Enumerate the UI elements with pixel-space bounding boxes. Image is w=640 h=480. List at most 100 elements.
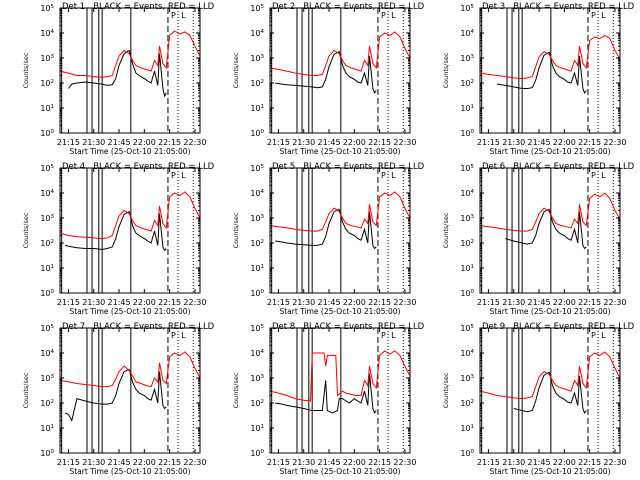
y-tick-label: 100 [460,289,474,298]
plot-frame [59,327,201,454]
x-tick-label: 22:15 [158,298,181,307]
y-tick-base: 10 [250,449,260,458]
y-tick-label: 100 [40,129,54,138]
y-tick-label: 103 [250,54,264,63]
y-tick-base: 10 [460,264,470,273]
y-tick-exponent: 1 [471,264,475,270]
y-tick-exponent: 4 [261,349,265,355]
panel-title: Det 8 BLACK = Events, RED = LLD [272,322,425,332]
plot-frame [269,167,411,294]
y-tick-label: 101 [460,424,474,433]
y-tick-base: 10 [40,239,50,248]
x-tick-label: 22:15 [158,138,181,147]
annotation-l: L [181,171,186,180]
y-tick-base: 10 [40,349,50,358]
x-tick-label: 21:30 [502,298,525,307]
y-tick-base: 10 [460,324,470,333]
panel-title: Det 1 BLACK = Events, RED = LLD [62,2,215,12]
detector-panel-1: 21:15 21:30 21:45 22:00 22:15 22:301001011021… [22,2,215,156]
y-tick-label: 105 [250,4,264,13]
y-tick-label: 102 [250,239,264,248]
y-tick-label: 100 [250,289,264,298]
y-tick-exponent: 4 [471,189,475,195]
y-tick-label: 102 [460,79,474,88]
y-tick-exponent: 3 [471,54,475,60]
y-tick-label: 100 [460,449,474,458]
y-tick-base: 10 [460,189,470,198]
y-tick-exponent: 2 [471,239,475,245]
x-axis-label: Start Time (25-Oct-10 21:05:00) [489,307,610,316]
x-tick-label: 21:30 [502,138,525,147]
legend-text: BLACK = Events, RED = LLD [303,322,424,332]
y-tick-base: 10 [460,424,470,433]
plot-frame [479,7,621,134]
y-tick-label: 103 [40,374,54,383]
plot-area [480,168,620,293]
y-tick-label: 102 [40,399,54,408]
y-tick-exponent: 0 [261,129,265,135]
x-tick-label: 21:15 [267,138,290,147]
x-tick-label: 21:45 [108,298,131,307]
y-tick-base: 10 [460,289,470,298]
series-events-line [496,51,587,94]
detector-name: Det 2 [272,2,295,12]
x-tick-label: 22:15 [368,458,391,467]
legend-text: BLACK = Events, RED = LLD [93,322,214,332]
y-tick-base: 10 [460,239,470,248]
y-tick-exponent: 3 [261,54,265,60]
x-tick-label: 22:00 [553,138,576,147]
y-tick-exponent: 1 [261,424,265,430]
x-tick-label: 22:30 [183,138,206,147]
annotation-l: L [601,331,606,340]
annotation-l: L [391,171,396,180]
y-tick-label: 102 [40,239,54,248]
x-tick-label: 22:30 [603,458,626,467]
y-tick-base: 10 [40,374,50,383]
y-tick-exponent: 3 [51,54,55,60]
series-lld-line [480,34,620,80]
detector-name: Det 9 [482,322,505,332]
y-tick-base: 10 [250,289,260,298]
legend-text: BLACK = Events, RED = LLD [513,162,634,172]
y-tick-exponent: 0 [471,449,475,455]
x-tick-label: 21:30 [292,138,315,147]
series-lld-line [60,191,200,240]
y-tick-exponent: 1 [261,264,265,270]
x-tick-label: 22:30 [183,298,206,307]
panel-title: Det 7 BLACK = Events, RED = LLD [62,322,215,332]
y-tick-label: 104 [460,29,474,38]
y-tick-exponent: 3 [261,214,265,220]
legend-text: BLACK = Events, RED = LLD [513,322,634,332]
x-tick-label: 22:30 [393,458,416,467]
x-tick-label: 22:30 [393,298,416,307]
y-axis-label: Counts/sec [232,52,240,88]
y-tick-label: 103 [40,214,54,223]
legend-text: BLACK = Events, RED = LLD [513,2,634,12]
series-events-line [513,371,587,414]
y-tick-base: 10 [250,104,260,113]
y-tick-label: 100 [40,449,54,458]
y-tick-exponent: 4 [261,29,265,35]
y-tick-exponent: 4 [51,189,55,195]
y-tick-base: 10 [40,289,50,298]
series-lld-line [60,351,200,388]
y-tick-exponent: 5 [471,324,475,330]
x-tick-label: 22:15 [578,138,601,147]
x-tick-label: 21:15 [57,458,80,467]
y-tick-base: 10 [250,424,260,433]
plot-frame [59,7,201,134]
y-tick-label: 101 [250,104,264,113]
y-tick-exponent: 0 [51,289,55,295]
y-tick-base: 10 [40,129,50,138]
y-tick-label: 103 [250,374,264,383]
x-tick-label: 22:00 [133,458,156,467]
y-tick-base: 10 [460,4,470,13]
x-tick-label: 21:45 [318,458,341,467]
annotation-p: P [381,171,386,180]
y-tick-base: 10 [40,54,50,63]
x-tick-label: 22:30 [393,138,416,147]
y-tick-base: 10 [460,79,470,88]
y-tick-base: 10 [40,399,50,408]
annotation-l: L [601,171,606,180]
y-tick-exponent: 3 [51,214,55,220]
